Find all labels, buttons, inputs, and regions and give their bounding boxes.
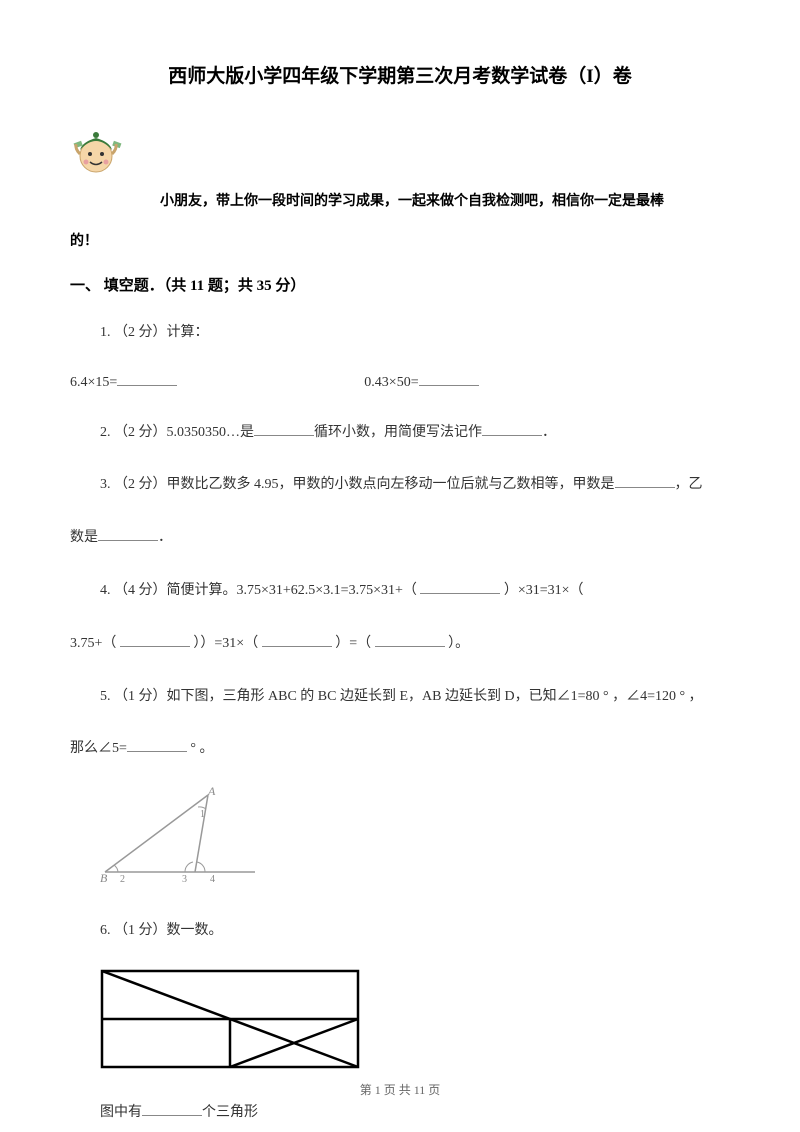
q4-part-e: ）=（ bbox=[332, 636, 375, 651]
blank bbox=[262, 633, 332, 647]
question-4-cont: 3.75+（ ））=31×（ ）=（ ）。 bbox=[70, 629, 730, 660]
cartoon-avatar-icon bbox=[70, 124, 125, 179]
svg-text:B: B bbox=[100, 871, 108, 885]
footer-a: 第 bbox=[360, 1083, 375, 1097]
svg-text:1: 1 bbox=[200, 809, 205, 820]
section-1-title: 一、 填空题．（共 11 题；共 35 分） bbox=[70, 273, 730, 300]
q4-part-f: ）。 bbox=[445, 636, 470, 651]
triangle-diagram: A B 1 2 3 4 bbox=[100, 787, 730, 896]
blank bbox=[98, 527, 158, 541]
blank bbox=[482, 422, 542, 436]
blank bbox=[420, 580, 500, 594]
q3-part-b: ，乙 bbox=[675, 477, 703, 492]
blank bbox=[615, 474, 675, 488]
page-title: 西师大版小学四年级下学期第三次月考数学试卷（I）卷 bbox=[70, 60, 730, 94]
blank bbox=[117, 372, 177, 386]
q2-part-b: 循环小数，用简便写法记作 bbox=[314, 425, 482, 440]
question-2: 2. （2 分）5.0350350…是 循环小数，用简便写法记作 ． bbox=[100, 418, 730, 449]
q6-part-a: 图中有 bbox=[100, 1105, 142, 1120]
q4-part-b: ）×31=31×（ bbox=[500, 583, 583, 598]
question-5-cont: 那么∠5= ° 。 bbox=[70, 734, 730, 765]
q5-part-c: ° 。 bbox=[187, 741, 214, 756]
q2-part-a: 2. （2 分）5.0350350…是 bbox=[100, 425, 254, 440]
page-footer: 第 1 页 共 11 页 bbox=[0, 1080, 800, 1102]
blank bbox=[375, 633, 445, 647]
q3-part-c: 数是 bbox=[70, 530, 98, 545]
rectangle-diagram bbox=[100, 969, 730, 1078]
svg-text:2: 2 bbox=[120, 874, 125, 885]
question-4: 4. （4 分）简便计算。3.75×31+62.5×3.1=3.75×31+（ … bbox=[100, 576, 730, 607]
q5-part-b: 那么∠5= bbox=[70, 741, 127, 756]
intro-text-2: 的！ bbox=[70, 229, 730, 254]
intro-line1: 小朋友，带上你一段时间的学习成果，一起来做个自我检测吧，相信你一定是最棒 bbox=[160, 194, 664, 209]
calc-1: 6.4×15= bbox=[70, 370, 117, 395]
footer-b: 页 共 bbox=[381, 1083, 414, 1097]
footer-c: 页 bbox=[425, 1083, 440, 1097]
footer-total: 11 bbox=[414, 1083, 426, 1097]
q2-part-c: ． bbox=[542, 425, 556, 440]
svg-text:4: 4 bbox=[210, 874, 215, 885]
blank bbox=[120, 633, 190, 647]
avatar-row bbox=[70, 124, 730, 179]
q4-part-a: 4. （4 分）简便计算。3.75×31+62.5×3.1=3.75×31+（ bbox=[100, 583, 420, 598]
question-1: 1. （2 分）计算： bbox=[100, 318, 730, 349]
q6-part-b: 个三角形 bbox=[202, 1105, 258, 1120]
calc-2: 0.43×50= bbox=[364, 370, 418, 395]
svg-text:A: A bbox=[207, 787, 216, 798]
blank bbox=[142, 1102, 202, 1116]
intro-text: 小朋友，带上你一段时间的学习成果，一起来做个自我检测吧，相信你一定是最棒 bbox=[70, 189, 730, 214]
blank bbox=[254, 422, 314, 436]
blank bbox=[419, 372, 479, 386]
question-6: 6. （1 分）数一数。 bbox=[100, 916, 730, 947]
q4-part-d: ））=31×（ bbox=[190, 636, 262, 651]
question-5: 5. （1 分）如下图，三角形 ABC 的 BC 边延长到 E，AB 边延长到 … bbox=[100, 682, 730, 713]
question-6-answer: 图中有 个三角形 bbox=[100, 1098, 730, 1129]
q5-part-a: 5. （1 分）如下图，三角形 ABC 的 BC 边延长到 E，AB 边延长到 … bbox=[100, 689, 703, 704]
question-3-cont: 数是 ． bbox=[70, 523, 730, 554]
svg-text:3: 3 bbox=[182, 874, 187, 885]
q3-part-a: 3. （2 分）甲数比乙数多 4.95，甲数的小数点向左移动一位后就与乙数相等，… bbox=[100, 477, 615, 492]
blank bbox=[127, 738, 187, 752]
question-3: 3. （2 分）甲数比乙数多 4.95，甲数的小数点向左移动一位后就与乙数相等，… bbox=[100, 470, 730, 501]
question-1-calcs: 6.4×15= 0.43×50= bbox=[70, 370, 730, 395]
q3-part-d: ． bbox=[158, 530, 172, 545]
q4-part-c: 3.75+（ bbox=[70, 636, 120, 651]
